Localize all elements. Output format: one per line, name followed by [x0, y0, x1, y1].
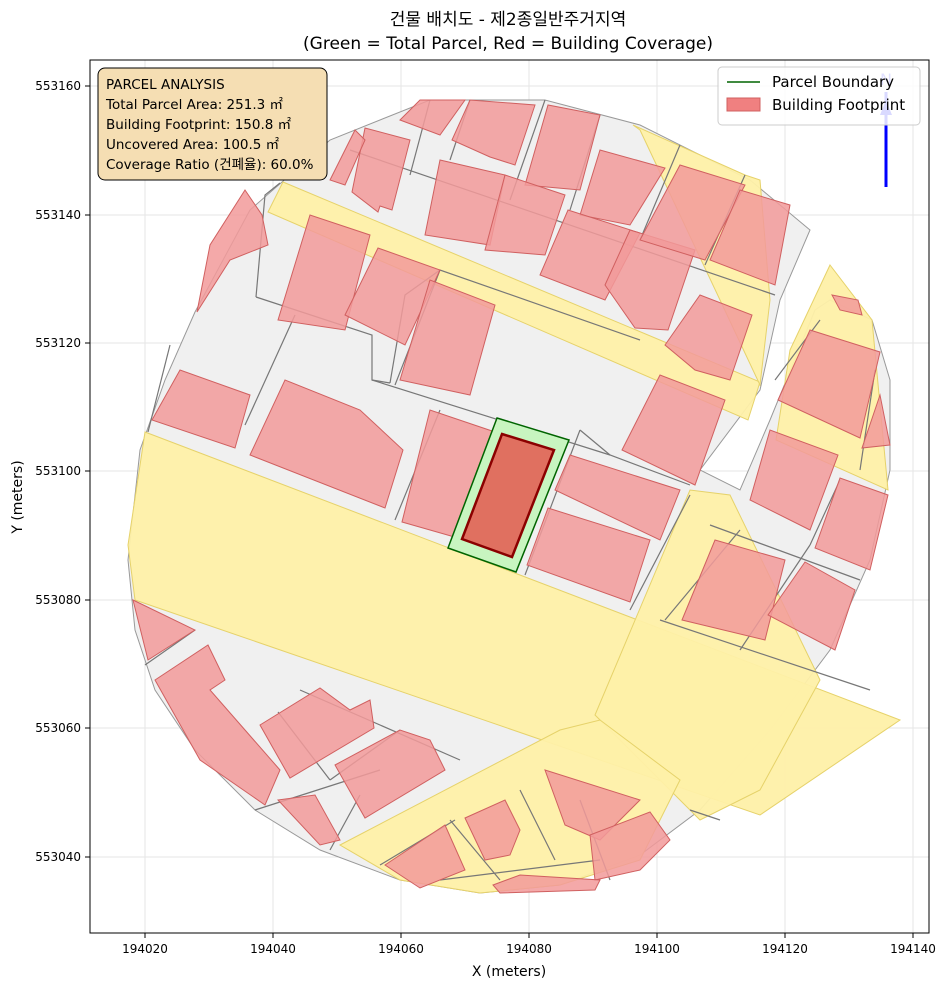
x-tick-label: 194020 — [122, 942, 168, 956]
chart-title-line2: (Green = Total Parcel, Red = Building Co… — [303, 34, 713, 54]
x-tick-label: 194100 — [634, 942, 680, 956]
legend-parcel-label: Parcel Boundary — [772, 73, 894, 91]
plot-frame — [89, 59, 930, 934]
legend-building-label: Building Footprint — [772, 96, 905, 114]
info-total-parcel: Total Parcel Area: 251.3 ㎡ — [105, 97, 283, 113]
y-tick-label: 553160 — [35, 79, 81, 93]
y-tick-label: 553080 — [35, 593, 81, 607]
info-uncovered: Uncovered Area: 100.5 ㎡ — [106, 137, 280, 153]
y-tick-label: 553100 — [35, 464, 81, 478]
target-building-footprint — [460, 432, 556, 559]
y-axis-label: Y (meters) — [10, 460, 26, 534]
info-coverage: Coverage Ratio (건폐율): 60.0% — [106, 157, 314, 173]
x-axis: 194020 194040 194060 194080 194100 19412… — [122, 933, 936, 980]
x-axis-label: X (meters) — [472, 964, 546, 980]
buildings — [132, 99, 891, 894]
y-tick-label: 553040 — [35, 850, 81, 864]
x-tick-label: 194060 — [378, 942, 424, 956]
x-tick-label: 194080 — [506, 942, 552, 956]
x-tick-label: 194040 — [250, 942, 296, 956]
x-tick-label: 194120 — [762, 942, 808, 956]
x-tick-label: 194140 — [890, 942, 936, 956]
y-tick-label: 553060 — [35, 721, 81, 735]
legend-building-swatch — [726, 97, 761, 112]
y-tick-label: 553120 — [35, 336, 81, 350]
chart-title-line1: 건물 배치도 - 제2종일반주거지역 — [390, 10, 626, 30]
y-tick-label: 553140 — [35, 208, 81, 222]
legend: Parcel Boundary Building Footprint — [717, 66, 921, 126]
parcel-analysis-box: PARCEL ANALYSIS Total Parcel Area: 251.3… — [97, 67, 328, 181]
info-heading: PARCEL ANALYSIS — [106, 77, 225, 93]
y-axis: 553040 553060 553080 553100 553120 55314… — [10, 79, 90, 864]
info-footprint: Building Footprint: 150.8 ㎡ — [106, 117, 292, 133]
